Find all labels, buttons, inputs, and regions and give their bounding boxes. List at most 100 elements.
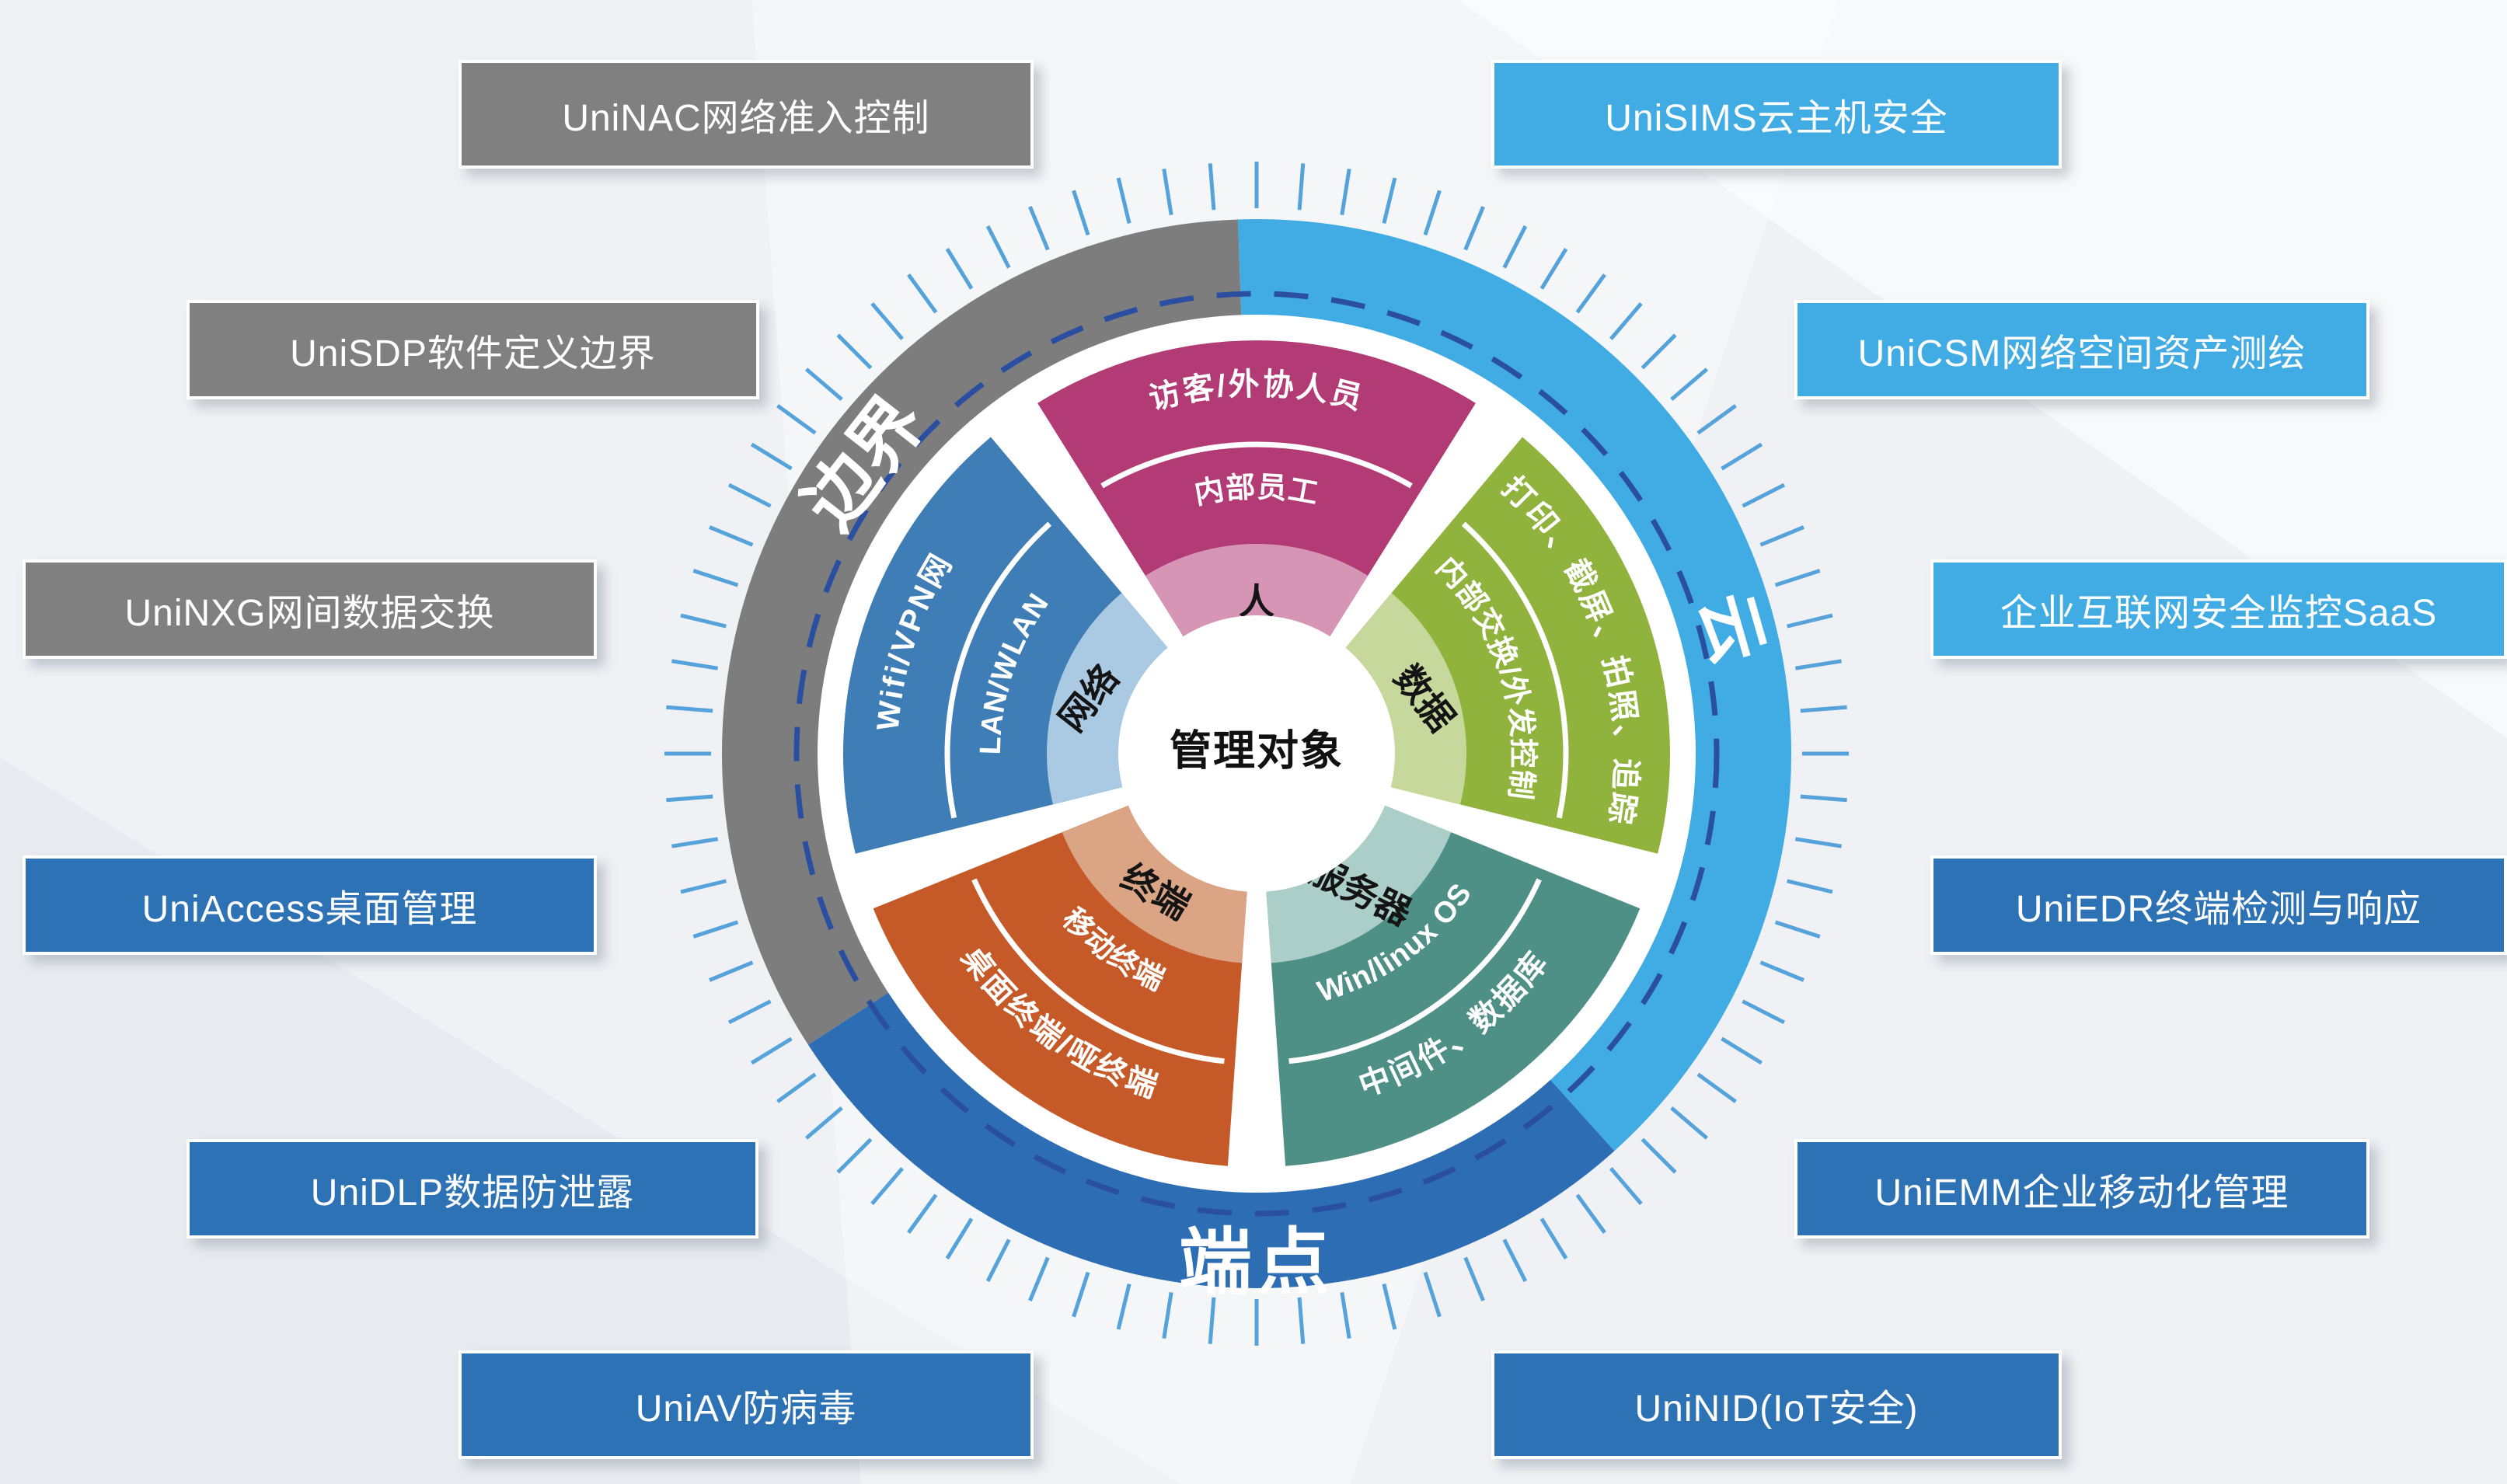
tick-mark: [1028, 206, 1050, 251]
product-label: UniAccess桌面管理: [141, 889, 478, 930]
tick-mark: [870, 1167, 904, 1206]
tick-mark: [1028, 1256, 1050, 1301]
product-box-unicsm: UniCSM网络空间资产测绘: [1794, 300, 2369, 399]
tick-mark: [1423, 190, 1442, 236]
tick-mark: [1721, 442, 1763, 471]
tick-mark: [1800, 794, 1847, 803]
tick-mark: [1742, 482, 1786, 508]
tick-mark: [1575, 273, 1606, 314]
tick-mark: [1463, 206, 1485, 251]
tick-mark: [1759, 525, 1804, 547]
tick-mark: [985, 1238, 1011, 1283]
tick-mark: [804, 1106, 843, 1140]
outer-tick-marks: [664, 162, 1849, 1346]
tick-mark: [1609, 301, 1643, 340]
tick-mark: [836, 1137, 873, 1174]
tick-mark: [692, 920, 739, 939]
wedge-terminal-separator: [971, 878, 1225, 1064]
product-box-unisdp: UniSDP软件定义边界: [187, 300, 759, 399]
product-label: 企业互联网安全监控SaaS: [2000, 593, 2438, 634]
wedge-network-inner-band: [1046, 593, 1168, 805]
tick-mark: [1539, 1218, 1568, 1260]
tick-mark: [1794, 659, 1843, 671]
wedge-people-separator: [1100, 441, 1413, 489]
ring-segment-boundary: [722, 219, 1242, 1045]
tick-mark: [666, 794, 713, 803]
tick-mark: [709, 960, 754, 982]
wedge-data-separator: [1461, 521, 1569, 819]
tick-mark: [727, 482, 772, 508]
tick-mark: [1641, 333, 1677, 370]
tick-mark: [1787, 879, 1833, 894]
wedge-data-inner-band: [1345, 593, 1467, 805]
tick-mark: [1382, 1284, 1397, 1330]
tick-mark: [1609, 1167, 1643, 1206]
tick-mark: [1787, 613, 1833, 629]
tick-mark: [1162, 1291, 1173, 1339]
tick-mark: [1539, 247, 1568, 290]
product-box-unisims: UniSIMS云主机安全: [1491, 60, 2062, 169]
wedge-server-separator: [1288, 878, 1542, 1064]
tick-mark: [666, 705, 713, 713]
tick-mark: [680, 879, 727, 894]
ring-segment-endpoint: [807, 991, 1615, 1289]
tick-mark: [985, 225, 1011, 269]
wedge-terminal-inner-band: [1062, 805, 1247, 963]
center-label: 管理对象: [1170, 727, 1344, 774]
tick-mark: [1575, 1193, 1606, 1234]
tick-mark: [1759, 960, 1804, 982]
tick-mark: [1340, 168, 1351, 216]
product-box-uninid: UniNID(IoT安全): [1491, 1350, 2062, 1459]
product-box-uniav: UniAV防病毒: [459, 1350, 1034, 1459]
tick-mark: [727, 999, 772, 1025]
tick-mark: [1670, 1106, 1709, 1140]
wedge-server-inner-band: [1266, 805, 1452, 963]
product-label: UniNAC网络准入控制: [562, 98, 930, 139]
product-label: UniNID(IoT安全): [1634, 1388, 1919, 1430]
tick-mark: [1072, 190, 1090, 236]
tick-mark: [1382, 177, 1397, 224]
ring-label-endpoint: 端点: [1179, 1221, 1334, 1303]
tick-mark: [836, 333, 873, 370]
product-label: UniEDR终端检测与响应: [2015, 889, 2422, 930]
tick-mark: [1502, 1238, 1528, 1283]
tick-mark: [945, 247, 974, 290]
tick-mark: [776, 404, 817, 435]
product-box-uniedr: UniEDR终端检测与响应: [1930, 855, 2507, 955]
product-label: UniEMM企业移动化管理: [1874, 1172, 2289, 1214]
product-label: UniSIMS云主机安全: [1605, 98, 1948, 139]
tick-mark: [692, 569, 739, 587]
tick-mark: [1670, 368, 1709, 401]
product-label: UniSDP软件定义边界: [290, 333, 656, 374]
tick-mark: [776, 1072, 817, 1103]
product-label: UniDLP数据防泄露: [310, 1172, 635, 1214]
tick-mark: [1297, 163, 1306, 211]
tick-mark: [1162, 168, 1173, 216]
product-label: UniAV防病毒: [635, 1388, 857, 1430]
product-box-uninxg: UniNXG网间数据交换: [23, 559, 597, 659]
tick-mark: [1116, 1284, 1131, 1330]
tick-mark: [750, 442, 793, 471]
tick-mark: [1742, 999, 1786, 1025]
tick-mark: [750, 1036, 793, 1065]
wedge-people-inner-label: 人: [1239, 581, 1274, 622]
tick-mark: [671, 837, 719, 848]
center-circle: [1118, 615, 1395, 892]
tick-mark: [1800, 705, 1847, 713]
tick-mark: [1696, 1072, 1737, 1103]
tick-mark: [1502, 225, 1528, 269]
tick-mark: [804, 368, 843, 401]
tick-mark: [1794, 837, 1843, 848]
tick-mark: [1297, 1297, 1306, 1344]
product-label: UniNXG网间数据交换: [124, 593, 495, 634]
tick-mark: [1696, 404, 1737, 435]
wedge-people-inner-band: [1145, 543, 1369, 637]
tick-mark: [1774, 920, 1821, 939]
tick-mark: [1641, 1137, 1677, 1174]
tick-mark: [1774, 569, 1821, 587]
tick-mark: [709, 525, 754, 547]
wedge-network-separator: [944, 521, 1052, 819]
tick-mark: [1116, 177, 1131, 224]
product-label: UniCSM网络空间资产测绘: [1857, 333, 2307, 374]
